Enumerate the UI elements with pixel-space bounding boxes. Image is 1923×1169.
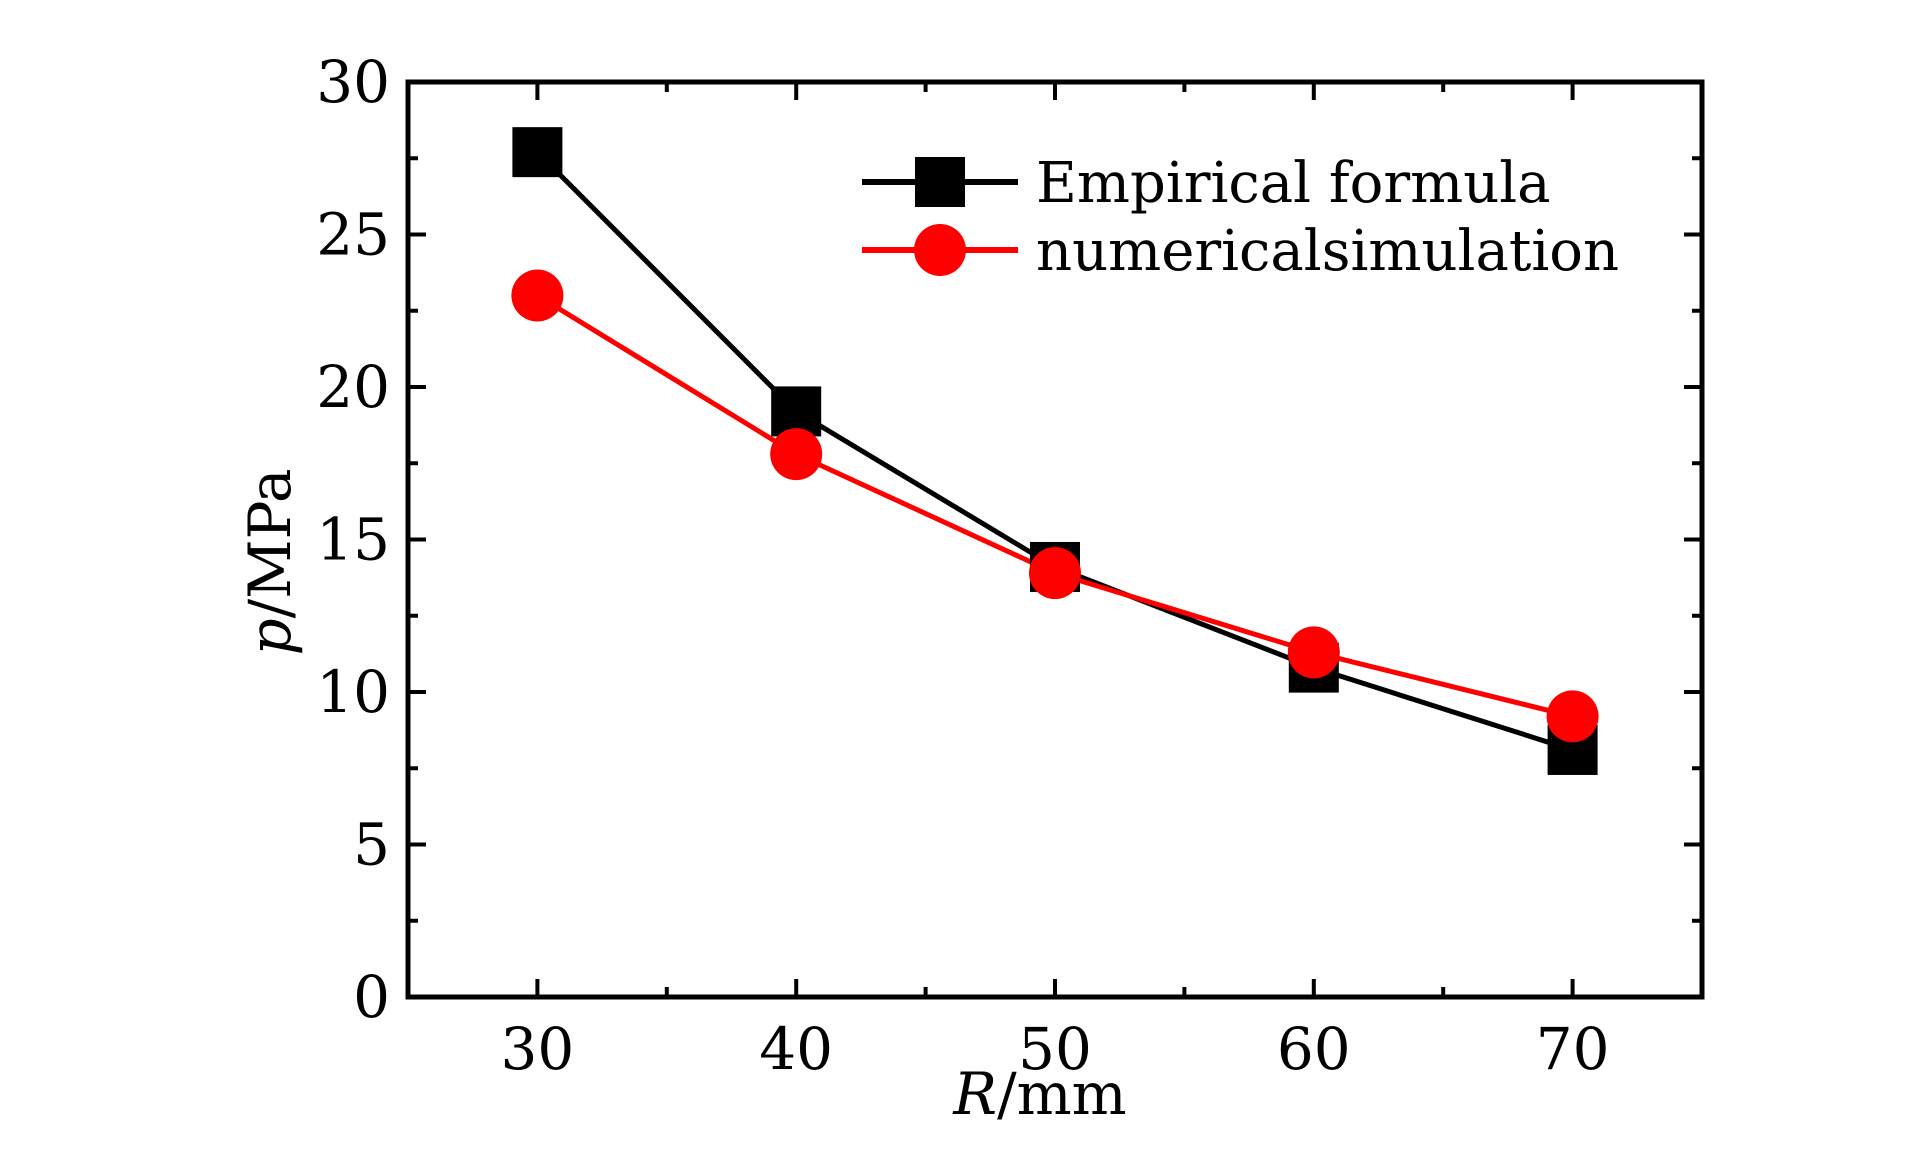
y-tick-label: 5	[353, 811, 390, 879]
y-tick-label: 15	[316, 506, 390, 574]
y-tick-label: 25	[316, 201, 390, 269]
legend-marker	[915, 157, 965, 207]
data-point-2	[511, 269, 564, 322]
y-tick-label: 0	[353, 963, 390, 1031]
x-tick-label: 70	[1536, 1015, 1610, 1083]
legend-marker	[914, 224, 966, 276]
x-tick-label: 50	[1018, 1015, 1092, 1083]
x-tick-label: 60	[1277, 1015, 1351, 1083]
y-axis-title: p/MPa	[236, 468, 304, 655]
data-point-2	[770, 428, 823, 481]
data-point-1	[771, 386, 822, 437]
data-point-2	[1029, 547, 1081, 600]
legend-label: Empirical formula	[1036, 151, 1551, 216]
x-tick-label: 30	[500, 1015, 574, 1083]
y-tick-label: 10	[316, 658, 390, 726]
y-tick-label: 20	[316, 353, 390, 421]
series-markers	[511, 127, 1599, 775]
data-point-1	[512, 127, 563, 178]
x-tick-label: 40	[759, 1015, 833, 1083]
ticks: 30 40 50 60 70 0 5 10 15 20 25 30	[316, 48, 1702, 1083]
data-point-2	[1546, 690, 1599, 743]
data-point-2	[1287, 626, 1340, 679]
x-axis-title: R/mm	[952, 1060, 1126, 1128]
series-line-2	[536, 293, 1574, 719]
y-tick-label: 30	[316, 48, 390, 116]
legend-label: numericalsimulation	[1036, 219, 1619, 284]
